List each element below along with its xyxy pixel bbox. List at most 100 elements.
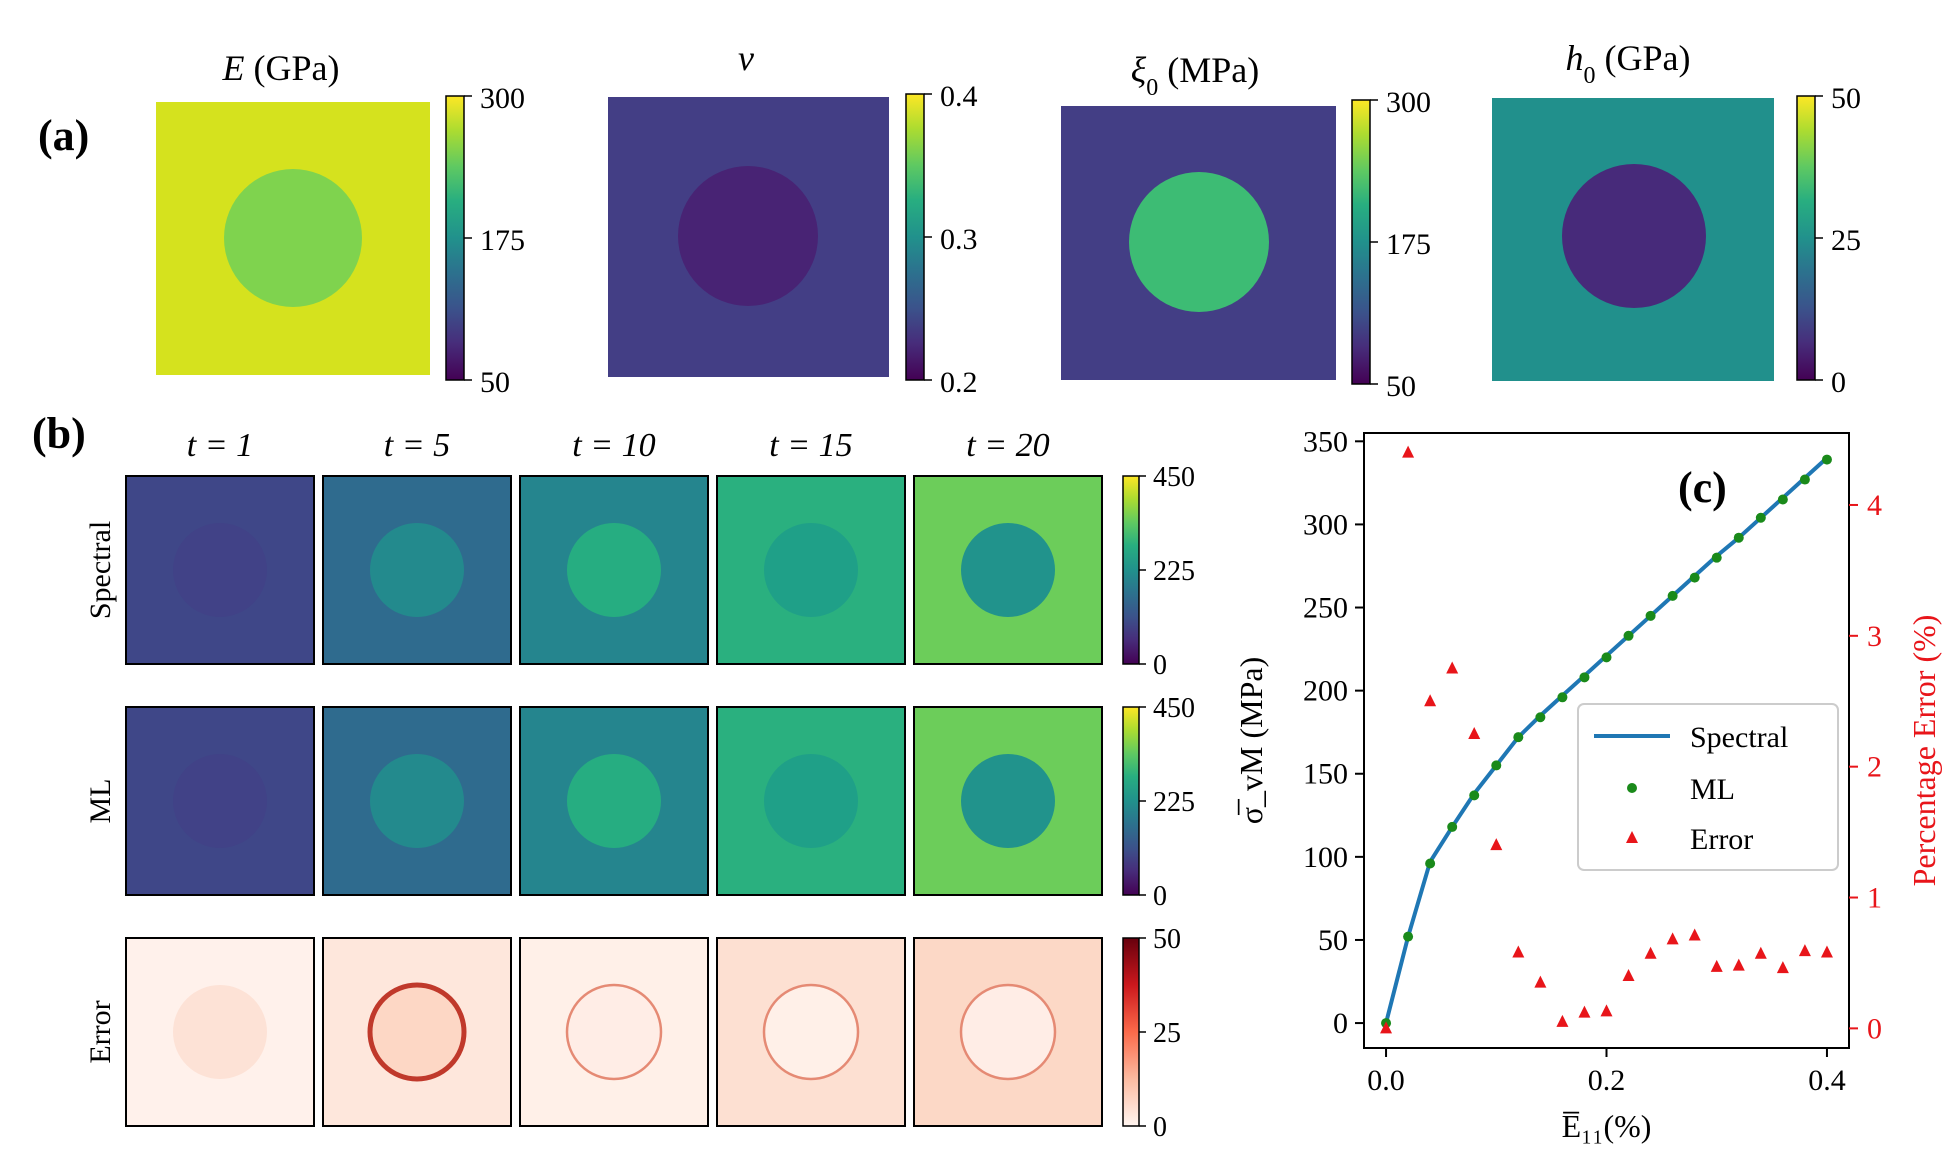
field-frame-error-t4 xyxy=(716,937,906,1127)
error-point-6 xyxy=(1512,945,1525,958)
ml-point-8 xyxy=(1557,692,1568,703)
inclusion-error-t5 xyxy=(959,983,1057,1081)
inclusion-error-t2 xyxy=(367,982,467,1082)
error-point-13 xyxy=(1666,932,1679,945)
field-frame-spectral-t5 xyxy=(913,475,1103,665)
legend-label-error: Error xyxy=(1690,823,1753,856)
error-point-9 xyxy=(1578,1005,1591,1018)
colorbar-E xyxy=(445,95,465,381)
inclusion-spectral-t5 xyxy=(961,523,1055,617)
colorbar-ml-tick-2: 0 xyxy=(1153,881,1167,912)
error-point-7 xyxy=(1534,975,1547,988)
legend-label-ml: ML xyxy=(1690,773,1735,806)
field-frame-spectral-t2 xyxy=(322,475,512,665)
ml-point-3 xyxy=(1447,821,1458,832)
field-frame-error-t3 xyxy=(519,937,709,1127)
inclusion-ml-t1 xyxy=(173,754,267,848)
y2-tick-label-4: 4 xyxy=(1867,489,1882,522)
error-point-2 xyxy=(1424,694,1437,707)
field-frame-error-t1 xyxy=(125,937,315,1127)
error-point-15 xyxy=(1710,959,1723,972)
ml-point-10 xyxy=(1601,652,1612,663)
x-tick-label-0: 0.0 xyxy=(1367,1064,1405,1097)
error-point-5 xyxy=(1490,838,1503,851)
error-point-3 xyxy=(1446,661,1459,674)
x-axis-label: E̅₁₁(%) xyxy=(1562,1108,1652,1144)
inclusion-spectral-t1 xyxy=(173,523,267,617)
colorbar-error-tick-0: 50 xyxy=(1153,924,1181,955)
colorbar-E-tick-mid: 175 xyxy=(480,224,525,257)
colorbar-spectral-tick-0: 450 xyxy=(1153,462,1195,493)
colorbar-error xyxy=(1122,937,1140,1127)
y-axis-label: σ̅_vM (MPa) xyxy=(1233,657,1269,824)
y-tick-label-3: 150 xyxy=(1303,758,1348,791)
legend-label-spectral: Spectral xyxy=(1690,721,1788,754)
inclusion-error-t3 xyxy=(565,983,663,1081)
error-point-20 xyxy=(1820,945,1833,958)
inclusion-ml-t4 xyxy=(764,754,858,848)
error-point-17 xyxy=(1754,946,1767,959)
colorbar-nu-tick-top: 0.4 xyxy=(940,80,978,113)
inclusion-ml-t2 xyxy=(370,754,464,848)
ml-point-7 xyxy=(1535,712,1546,723)
colorbar-E-tick-top: 300 xyxy=(480,82,525,115)
colorbar-nu-tick-bottom: 0.2 xyxy=(940,366,978,399)
ml-point-18 xyxy=(1777,494,1788,505)
map-h0: h0 (GPa) 50 25 0 xyxy=(1492,38,1861,399)
row-label-error: Error xyxy=(84,1000,117,1063)
colorbar-xi0-tick-top: 300 xyxy=(1386,86,1431,119)
error-point-0 xyxy=(1380,1021,1393,1034)
y2-tick-label-1: 1 xyxy=(1867,882,1882,915)
map-xi0-title: ξ0 (MPa) xyxy=(1131,50,1259,101)
ml-point-11 xyxy=(1623,630,1634,641)
colorbar-xi0 xyxy=(1351,99,1371,385)
chart-c: 0.0 0.2 0.4 0 50 100 150 200 250 300 350 0 1 2 3 4 (c) E̅… xyxy=(1233,425,1942,1144)
map-E-title: E (GPa) xyxy=(222,48,340,88)
panel-c-label: (c) xyxy=(1678,463,1727,512)
time-label-5: t = 20 xyxy=(966,427,1049,464)
error-point-16 xyxy=(1732,958,1745,971)
y-tick-label-1: 50 xyxy=(1318,924,1348,957)
y-tick-label-0: 0 xyxy=(1333,1007,1348,1040)
inclusion-ml-t3 xyxy=(567,754,661,848)
map-h0-inclusion xyxy=(1562,164,1706,308)
error-point-18 xyxy=(1776,961,1789,974)
map-nu: ν 0.4 0.3 0.2 xyxy=(608,38,978,399)
map-h0-title: h0 (GPa) xyxy=(1566,38,1691,89)
inclusion-error-t4 xyxy=(762,983,860,1081)
x-tick-label-1: 0.2 xyxy=(1588,1064,1626,1097)
inclusion-spectral-t3 xyxy=(567,523,661,617)
error-point-10 xyxy=(1600,1004,1613,1017)
colorbar-spectral-tick-2: 0 xyxy=(1153,650,1167,681)
y-tick-label-4: 200 xyxy=(1303,675,1348,708)
field-frame-spectral-t1 xyxy=(125,475,315,665)
inclusion-error-t1 xyxy=(173,985,267,1079)
row-label-ml: ML xyxy=(84,779,117,824)
ml-point-12 xyxy=(1645,610,1656,621)
ml-point-19 xyxy=(1799,474,1810,485)
colorbar-xi0-tick-mid: 175 xyxy=(1386,228,1431,261)
inclusion-spectral-t2 xyxy=(370,523,464,617)
ml-point-4 xyxy=(1469,790,1480,801)
map-xi0-inclusion xyxy=(1129,172,1269,312)
colorbar-error-tick-2: 0 xyxy=(1153,1112,1167,1143)
colorbar-h0-tick-bottom: 0 xyxy=(1831,366,1846,399)
legend-error-swatch xyxy=(1626,831,1638,843)
colorbar-error-tick-1: 25 xyxy=(1153,1018,1181,1049)
panel-b-grid: t = 1 t = 5 t = 10 t = 15 t = 20 Spectral 450 2… xyxy=(84,427,1195,1143)
time-label-1: t = 1 xyxy=(187,427,253,464)
ml-point-9 xyxy=(1579,672,1590,683)
error-point-14 xyxy=(1688,928,1701,941)
field-frame-spectral-t3 xyxy=(519,475,709,665)
row-label-spectral: Spectral xyxy=(84,521,117,619)
y2-tick-label-2: 2 xyxy=(1867,751,1882,784)
inclusion-ml-t5 xyxy=(961,754,1055,848)
map-E: E (GPa) 300 175 50 xyxy=(156,48,525,399)
colorbar-xi0-tick-bottom: 50 xyxy=(1386,370,1416,403)
map-xi0: ξ0 (MPa) 300 175 50 xyxy=(1061,50,1431,403)
field-frame-ml-t1 xyxy=(125,706,315,896)
colorbar-spectral xyxy=(1122,475,1140,665)
field-frame-ml-t2 xyxy=(322,706,512,896)
ml-point-20 xyxy=(1821,454,1832,465)
